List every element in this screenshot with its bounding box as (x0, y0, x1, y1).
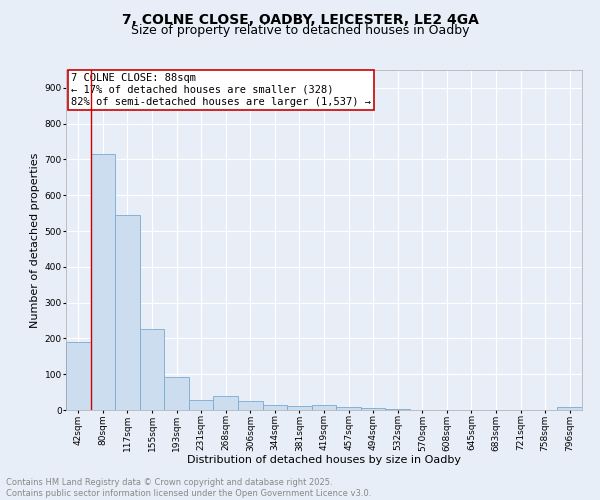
Bar (140, 330, 164, 410)
Y-axis label: Number of detached properties: Number of detached properties (31, 152, 40, 328)
Text: Size of property relative to detached houses in Oadby: Size of property relative to detached ho… (131, 24, 469, 37)
Text: 7, COLNE CLOSE, OADBY, LEICESTER, LE2 4GA: 7, COLNE CLOSE, OADBY, LEICESTER, LE2 4G… (122, 12, 478, 26)
Bar (164, 378, 189, 410)
Bar (91, 154, 115, 410)
Bar (189, 400, 214, 410)
Bar (385, 409, 410, 410)
Bar (66, 342, 91, 410)
Bar (287, 406, 312, 410)
Text: Contains HM Land Registry data © Crown copyright and database right 2025.
Contai: Contains HM Land Registry data © Crown c… (6, 478, 371, 498)
Bar (336, 407, 361, 410)
Text: 7 COLNE CLOSE: 88sqm
← 17% of detached houses are smaller (328)
82% of semi-deta: 7 COLNE CLOSE: 88sqm ← 17% of detached h… (71, 74, 371, 106)
Bar (115, 214, 140, 410)
Bar (312, 406, 336, 410)
Bar (361, 408, 385, 410)
Bar (214, 396, 238, 410)
X-axis label: Distribution of detached houses by size in Oadby: Distribution of detached houses by size … (187, 454, 461, 464)
Bar (263, 405, 287, 410)
Bar (238, 401, 263, 410)
Bar (557, 408, 582, 410)
